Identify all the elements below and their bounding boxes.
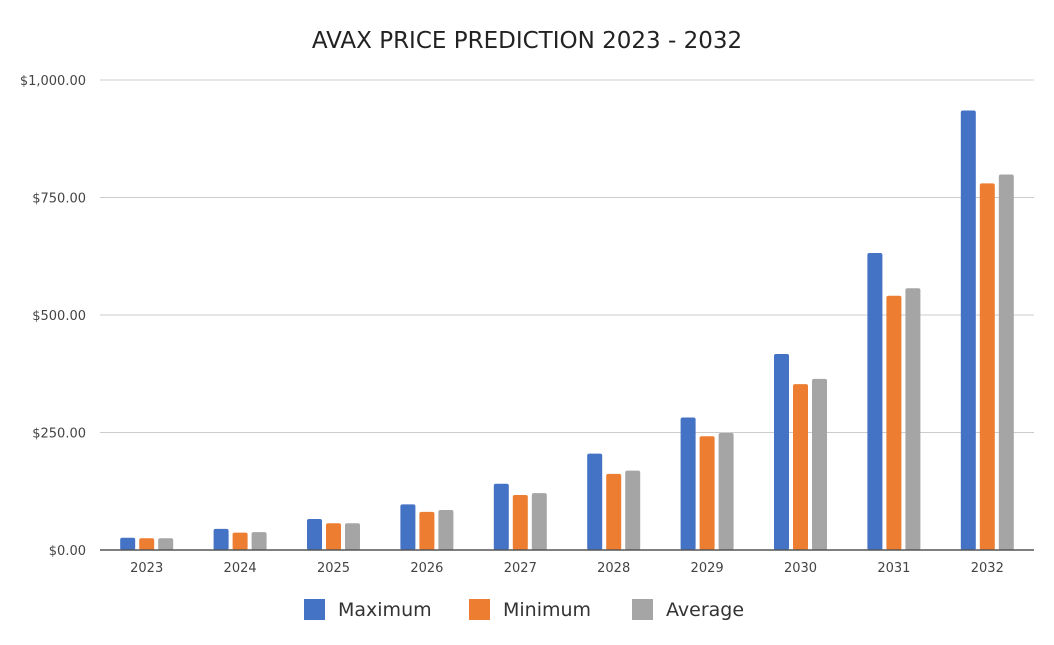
bar-minimum-2029 [699, 436, 715, 550]
legend-label-maximum: Maximum [338, 599, 432, 621]
y-axis-ticks: $0.00 $250.00 $500.00 $750.00 $1,000.00 [20, 74, 86, 559]
bar-average-2031 [905, 288, 921, 550]
bar-minimum-2026 [419, 511, 435, 550]
bar-minimum-2025 [326, 523, 341, 550]
bar-maximum-2030 [774, 354, 789, 550]
bar-average-2025 [345, 523, 360, 550]
legend: Maximum Minimum Average [304, 599, 744, 621]
legend-label-minimum: Minimum [503, 599, 591, 621]
y-tick-label: $750.00 [32, 192, 86, 207]
legend-swatch-average [632, 599, 653, 620]
bar-minimum-2031 [886, 295, 902, 550]
legend-swatch-minimum [469, 599, 490, 620]
bar-maximum-2025 [307, 518, 322, 550]
bar-average-2023 [158, 538, 174, 550]
x-tick-label: 2031 [877, 561, 910, 576]
bar-average-2029 [718, 432, 734, 550]
bar-average-2026 [438, 510, 454, 550]
chart-title: AVAX PRICE PREDICTION 2023 - 2032 [312, 28, 742, 54]
y-tick-label: $500.00 [32, 309, 86, 324]
x-tick-label: 2030 [784, 561, 817, 576]
bar-maximum-2028 [587, 453, 603, 550]
bar-minimum-2032 [979, 183, 995, 550]
bar-minimum-2024 [232, 532, 248, 550]
bar-average-2032 [998, 174, 1014, 550]
bar-maximum-2032 [960, 110, 976, 551]
bar-maximum-2026 [400, 504, 416, 550]
bar-maximum-2029 [680, 417, 696, 550]
y-tick-label: $250.00 [32, 427, 86, 442]
y-tick-label: $0.00 [49, 544, 86, 559]
bar-average-2027 [531, 493, 547, 550]
bar-average-2030 [812, 378, 827, 550]
bar-maximum-2024 [213, 528, 229, 550]
bar-minimum-2027 [512, 495, 528, 550]
bar-maximum-2031 [867, 252, 883, 550]
x-tick-label: 2032 [971, 561, 1004, 576]
y-tick-label: $1,000.00 [20, 74, 86, 89]
bar-maximum-2023 [120, 537, 136, 550]
legend-swatch-maximum [304, 599, 325, 620]
x-tick-label: 2024 [224, 561, 257, 576]
x-tick-label: 2029 [691, 561, 724, 576]
bar-average-2024 [251, 532, 267, 550]
bar-minimum-2028 [606, 473, 622, 550]
bar-minimum-2030 [793, 384, 808, 550]
x-tick-label: 2026 [410, 561, 443, 576]
bars [120, 110, 1014, 551]
x-tick-label: 2023 [130, 561, 163, 576]
x-tick-label: 2027 [504, 561, 537, 576]
x-axis-ticks: 2023 2024 2025 2026 2027 2028 2029 2030 2031 2032 [130, 561, 1004, 576]
bar-minimum-2023 [139, 538, 155, 550]
legend-label-average: Average [666, 599, 744, 621]
bar-average-2028 [625, 470, 641, 550]
bar-maximum-2027 [493, 483, 509, 550]
x-tick-label: 2025 [317, 561, 350, 576]
x-tick-label: 2028 [597, 561, 630, 576]
